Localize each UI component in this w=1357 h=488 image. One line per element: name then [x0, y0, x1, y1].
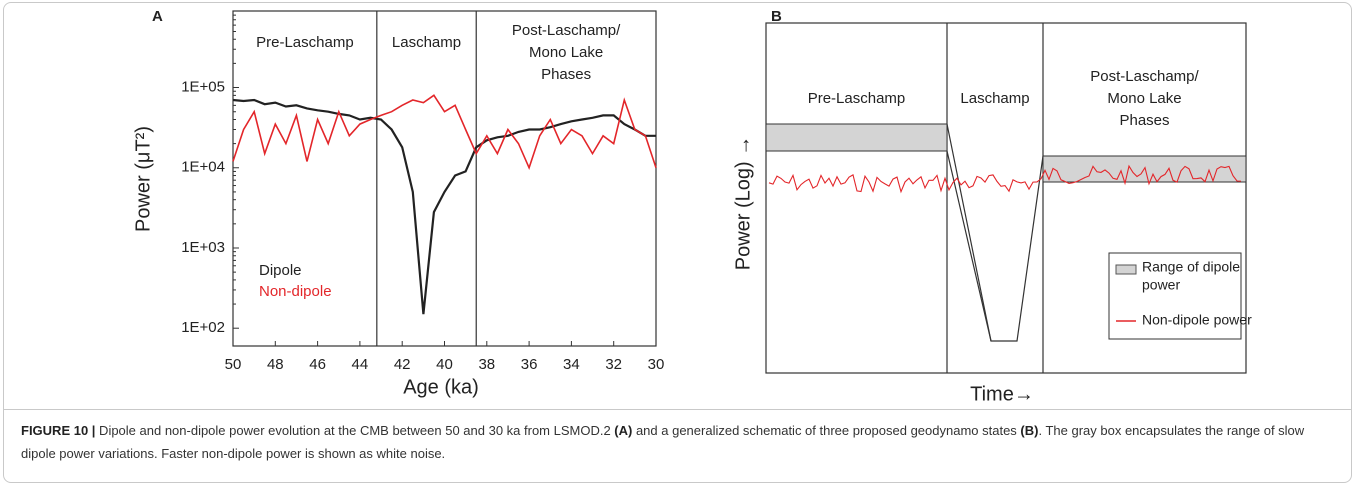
y-axis-label: Power (Log) →	[732, 136, 754, 271]
y-tick-label: 1E+03	[181, 239, 225, 256]
dipole-drop	[946, 150, 992, 342]
dipole-drop	[946, 123, 1044, 342]
panel-a: 50 48 46 44 42 40 38 36 34 32 30 1E+02 1E+03 1E+04 1E+…	[181, 10, 665, 373]
y-tick-label: 1E+02	[181, 319, 225, 336]
x-tick-label: 50	[225, 356, 242, 373]
y-tick-label: 1E+04	[181, 159, 225, 176]
phase-label: Phases	[541, 66, 591, 83]
phase-label: Mono Lake	[529, 44, 603, 61]
series-line	[232, 98, 656, 315]
figure-frame: A Age (ka) Power (μT²) 50 48 46 44 42 40 38 36 3…	[3, 2, 1352, 483]
panel-label: A	[152, 8, 163, 25]
panel-label: B	[771, 8, 782, 25]
x-axis-label: Age (ka)	[403, 376, 479, 398]
phase-label: Phases	[1119, 112, 1169, 129]
phase-label: Mono Lake	[1107, 90, 1181, 107]
legend-label: power	[1142, 277, 1180, 293]
x-tick-label: 48	[267, 356, 284, 373]
caption-ref: (B)	[1020, 423, 1039, 438]
phase-label: Laschamp	[960, 90, 1029, 107]
x-tick-label: 36	[521, 356, 538, 373]
phase-label: Pre-Laschamp	[256, 34, 354, 51]
phase-label: Post-Laschamp/	[512, 22, 621, 39]
series-line	[232, 94, 657, 171]
legend-label: Range of dipole	[1142, 259, 1240, 275]
caption-ref: (A)	[614, 423, 633, 438]
y-tick-label: 1E+05	[181, 79, 225, 96]
schematic-frame	[765, 22, 1247, 374]
y-axis-label: Power (μT²)	[132, 126, 154, 232]
caption-label: FIGURE 10 |	[21, 423, 96, 438]
caption: FIGURE 10 | Dipole and non-dipole power …	[21, 419, 1331, 465]
x-tick-label: 30	[648, 356, 665, 373]
legend-swatch	[1115, 264, 1137, 275]
x-tick-label: 34	[563, 356, 580, 373]
x-tick-label: 42	[394, 356, 411, 373]
x-tick-label: 46	[309, 356, 326, 373]
caption-text: . The gray box encapsulates the range of…	[21, 423, 1305, 461]
caption-text: Dipole and non-dipole power evolution at…	[95, 423, 615, 438]
legend-label: Dipole	[259, 262, 302, 279]
figure: A Age (ka) Power (μT²) 50 48 46 44 42 40 38 36 3…	[132, 8, 1252, 405]
separator	[4, 409, 1351, 410]
x-axis-label: Time→	[970, 383, 1034, 405]
phase-label: Pre-Laschamp	[808, 90, 906, 107]
non-dipole-noise	[768, 164, 1242, 194]
x-tick-label: 40	[436, 356, 453, 373]
panel-b-labels: Pre-Laschamp Laschamp Post-Laschamp/Mono L…	[808, 68, 1200, 129]
x-tick-label: 44	[352, 356, 369, 373]
x-tick-label: 32	[605, 356, 622, 373]
phase-label: Laschamp	[392, 34, 461, 51]
dipole-range-box	[765, 123, 948, 152]
phase-label: Post-Laschamp/	[1090, 68, 1199, 85]
legend-label: Non-dipole power	[1142, 312, 1252, 328]
caption-text: and a generalized schematic of three pro…	[632, 423, 1021, 438]
x-tick-label: 38	[478, 356, 495, 373]
legend-label: Non-dipole	[259, 283, 332, 300]
